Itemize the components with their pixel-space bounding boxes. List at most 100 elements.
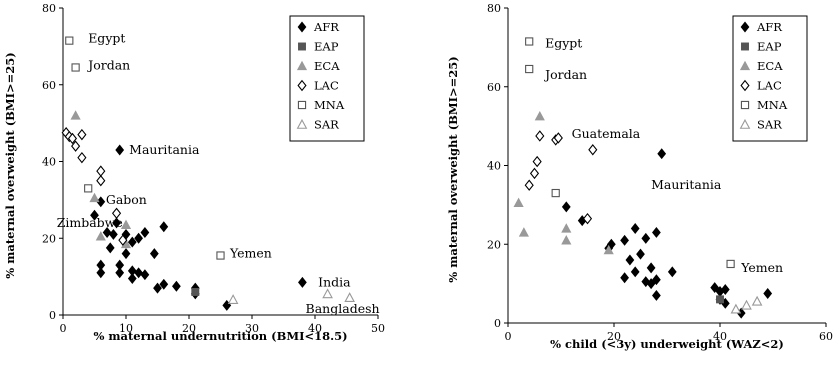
legend-marker xyxy=(740,79,750,92)
data-point xyxy=(751,295,763,306)
point-annotation: Jordan xyxy=(543,67,587,82)
x-tick-label: 60 xyxy=(819,330,833,343)
data-point xyxy=(561,223,572,233)
y-tick-label: 20 xyxy=(487,238,501,251)
data-point xyxy=(763,287,773,299)
x-tick-label: 10 xyxy=(119,322,133,335)
legend-label: AFR xyxy=(313,20,339,34)
point-annotation: Egypt xyxy=(545,35,582,50)
data-point xyxy=(159,221,169,233)
legend-label: MNA xyxy=(314,98,345,112)
series-afr xyxy=(561,148,773,319)
data-point xyxy=(120,219,132,229)
data-point xyxy=(513,197,524,208)
data-point xyxy=(172,280,181,292)
x-axis-label: % maternal undernutrition (BMI<18.5) xyxy=(93,329,347,343)
point-annotation: Jordan xyxy=(86,58,130,73)
data-point xyxy=(77,128,87,141)
legend-marker xyxy=(297,21,307,33)
data-point xyxy=(344,292,355,303)
y-tick-label: 20 xyxy=(42,232,56,245)
series-lac xyxy=(524,130,598,225)
series-eap xyxy=(716,295,724,304)
y-axis-label: % maternal overweight (BMI>=25) xyxy=(3,52,17,278)
data-point xyxy=(134,232,143,244)
x-axis-label: % child (<3y) underweight (WAZ<2) xyxy=(550,337,784,351)
legend-marker xyxy=(741,42,749,51)
data-point xyxy=(603,244,614,255)
point-annotation: Mauritania xyxy=(651,177,722,192)
legend-marker xyxy=(740,100,750,110)
data-point xyxy=(109,228,118,240)
data-point xyxy=(551,188,560,198)
data-point xyxy=(553,132,563,144)
legend-marker xyxy=(739,118,751,129)
data-point xyxy=(90,209,99,221)
data-point xyxy=(620,272,629,284)
point-annotation: Yemen xyxy=(229,246,272,261)
data-point xyxy=(588,144,598,156)
data-point xyxy=(525,64,534,74)
data-point xyxy=(65,36,74,45)
y-tick-label: 80 xyxy=(487,2,501,15)
data-point xyxy=(726,259,735,269)
legend-label: LAC xyxy=(314,79,339,93)
series-sar xyxy=(730,295,763,314)
y-tick-label: 60 xyxy=(42,79,56,92)
data-point xyxy=(96,267,106,279)
data-point xyxy=(216,251,225,260)
legend-label: EAP xyxy=(757,40,782,54)
data-point xyxy=(95,231,106,241)
legend-marker xyxy=(296,60,308,71)
y-tick-label: 80 xyxy=(42,2,56,15)
x-tick-label: 40 xyxy=(308,322,322,335)
series-eca xyxy=(513,111,614,255)
legend-label: MNA xyxy=(757,98,788,112)
data-point xyxy=(534,111,545,121)
y-tick-label: 0 xyxy=(494,317,501,330)
series-sar xyxy=(227,288,355,304)
point-annotation: India xyxy=(318,274,351,289)
point-annotation: Gabon xyxy=(106,192,147,207)
data-point xyxy=(561,235,572,245)
y-tick-label: 0 xyxy=(49,309,56,322)
legend-label: AFR xyxy=(756,20,782,34)
y-axis-label: % maternal overweight (BMI>=25) xyxy=(446,56,460,282)
data-point xyxy=(227,294,239,304)
legend-marker xyxy=(297,79,307,92)
data-point xyxy=(159,278,169,290)
series-mna xyxy=(65,36,225,260)
data-point xyxy=(121,248,131,260)
data-point xyxy=(298,276,307,288)
data-point xyxy=(646,278,656,290)
series-eap xyxy=(191,288,200,296)
data-point xyxy=(667,266,677,278)
legend-label: ECA xyxy=(757,59,783,73)
data-point xyxy=(582,212,593,225)
series-mna xyxy=(525,37,735,269)
data-point xyxy=(535,130,545,142)
chart-panel-2: 0 20 40 60 80 0 20 40 60 % child (<3y) underweigh… xyxy=(446,2,833,351)
x-tick-label: 20 xyxy=(182,322,196,335)
data-point xyxy=(67,132,78,145)
legend-label: EAP xyxy=(314,40,339,54)
legend: AFR EAP ECA LAC MNA SAR xyxy=(732,15,808,142)
point-annotation: Guatemala xyxy=(572,126,641,141)
data-point xyxy=(636,248,645,260)
data-point xyxy=(525,37,534,46)
data-point xyxy=(322,288,333,299)
data-point xyxy=(625,254,635,266)
x-tick-label: 30 xyxy=(245,322,259,335)
data-point xyxy=(730,303,742,314)
data-point xyxy=(652,226,661,238)
data-point xyxy=(134,267,143,279)
data-point xyxy=(710,282,720,294)
series-eca xyxy=(70,110,132,249)
legend-marker xyxy=(296,118,308,129)
data-point xyxy=(77,151,87,164)
data-point xyxy=(140,227,150,238)
legend-marker xyxy=(739,60,751,71)
data-point xyxy=(720,284,730,296)
series-lac xyxy=(61,127,128,246)
